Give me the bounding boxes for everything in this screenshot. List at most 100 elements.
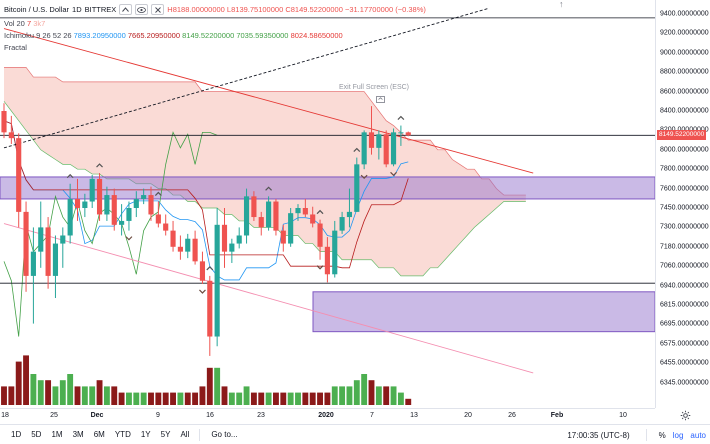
fractal-label: Fractal [4,43,27,52]
volume-bar [258,392,265,405]
price-tick-label: 8000.00000000 [660,146,709,154]
range-button-ytd[interactable]: YTD [114,430,131,439]
fractal-down-marker [199,289,206,294]
candle-body [310,214,316,224]
price-tick-label: 7180.00000000 [660,243,709,251]
volume-bar [324,392,331,405]
time-tick-label: 13 [410,412,418,419]
time-tick-label: 18 [1,412,9,419]
candle-body [258,217,264,228]
volume-bar [89,386,96,405]
price-axis[interactable]: 9400.00000000 9200.00000000 9000.00000000 8… [655,0,710,408]
candle-body [23,211,29,276]
chart-canvas[interactable] [0,0,655,408]
price-tick-label: 7450.00000000 [660,204,709,212]
price-tick-label: 9000.00000000 [660,49,709,57]
volume-bar [331,386,338,405]
candle-body [133,198,139,208]
legend-fractal-row[interactable]: Fractal [4,43,27,52]
range-button-6m[interactable]: 6M [93,430,105,439]
fractal-up-marker [206,266,214,271]
gear-icon[interactable] [680,410,691,423]
legend-volume-row[interactable]: Vol 20 7 3k7 [4,19,45,28]
volume-bar [111,386,118,405]
legend-ichimoku-row[interactable]: Ichimoku 9 26 52 26 7893.20950000 7665.2… [4,31,343,40]
candle-body [177,246,183,252]
price-chart-pane[interactable]: Bitcoin / U.S. Dollar 1D BITTREX H8188.0… [0,0,655,408]
volume-bar [192,392,199,405]
range-button-1d[interactable]: 1D [11,430,22,439]
candle-body [104,195,110,215]
volume-bar [280,392,287,405]
volume-bar [45,380,52,405]
auto-scale-toggle[interactable]: auto [690,430,706,440]
scroll-up-arrow-icon[interactable]: ↑ [559,0,564,9]
candle-body [199,261,206,281]
time-tick-label: 25 [50,412,58,419]
clock-display[interactable]: 17:00:35 (UTC-8) [567,430,630,440]
price-tick-label: 6815.00000000 [660,301,709,309]
exit-full-screen-icon[interactable] [376,96,385,105]
range-button-5d[interactable]: 5D [31,430,42,439]
volume-bar [59,380,66,405]
percent-scale-toggle[interactable]: % [658,430,666,440]
price-tick-label: 6575.00000000 [660,340,709,348]
volume-bar [273,392,279,405]
time-tick-label: Dec [90,412,104,419]
volume-bar [184,392,191,405]
time-tick-label: 20 [464,412,472,419]
candle-body [192,238,198,262]
volume-bar [405,398,412,405]
time-tick-label: 2020 [318,412,334,419]
time-tick-label: 23 [257,412,265,419]
volume-bar [221,386,228,405]
volume-bar [30,374,37,405]
candle-body [96,178,103,215]
time-axis[interactable]: 18 25 Dec 9 16 23 2020 7 13 20 26 Feb 10 [0,408,655,424]
volume-bar [375,386,382,405]
range-button-3m[interactable]: 3M [72,430,84,439]
range-button-1y[interactable]: 1Y [140,430,151,439]
eye-icon[interactable] [135,4,149,15]
fractal-up-marker [154,191,162,196]
volume-bar [317,392,323,405]
ichimoku-cloud [4,67,526,276]
close-icon[interactable] [151,4,165,15]
volume-bar [170,392,176,405]
candle-body [368,132,375,148]
exit-full-screen-hint[interactable]: Exit Full Screen (ESC) [339,84,410,91]
ichimoku-lagging-value: 8149.52200000 [182,31,235,40]
goto-date-button[interactable]: Go to... [211,430,238,439]
ichimoku-span-b-value: 8024.58650000 [290,31,343,40]
candle-body [111,195,117,225]
volume-bar [162,392,169,405]
time-tick-label: 9 [156,412,160,419]
candle-body [361,132,367,165]
time-tick-label: 26 [508,412,516,419]
candle-body [67,198,73,236]
support-zone-1 [0,176,655,200]
volume-bar [126,392,132,405]
price-tick-label: 7060.00000000 [660,262,709,270]
candle-body [45,227,51,276]
candle-body [398,132,404,134]
volume-bar [155,392,162,405]
ichimoku-span-b-line [4,67,526,196]
candle-body [1,111,7,133]
candle-body [60,235,66,244]
chevron-up-icon[interactable] [119,4,133,15]
volume-bar [287,392,294,405]
range-button-5y[interactable]: 5Y [160,430,171,439]
fractal-up-marker [66,173,74,179]
fractal-up-marker [316,209,324,215]
fractal-down-marker [360,174,368,180]
volume-bar [368,380,375,405]
time-tick-label: 16 [206,412,214,419]
range-button-1m[interactable]: 1M [51,430,63,439]
candle-body [346,211,353,218]
ichimoku-base-value: 7665.20950000 [127,31,181,40]
range-button-all[interactable]: All [180,430,190,439]
log-scale-toggle[interactable]: log [672,430,684,440]
volume-bar [206,367,213,405]
